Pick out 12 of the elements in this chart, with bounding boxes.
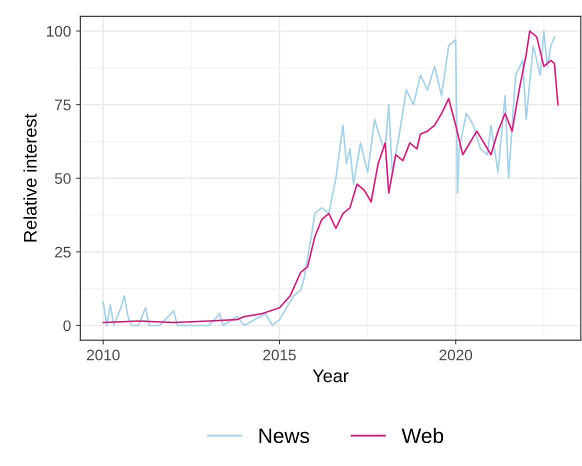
y-tick-label: 100 — [46, 26, 71, 37]
y-axis-title: Relative interest — [23, 114, 37, 242]
x-tick-label: 2010 — [87, 350, 120, 360]
legend-label: Web — [402, 428, 444, 444]
x-tick-label: 2020 — [439, 350, 472, 360]
y-tick-label: 50 — [54, 173, 71, 184]
x-axis-title: Year — [312, 370, 349, 382]
legend-label: News — [260, 428, 310, 444]
y-tick-label: 25 — [55, 246, 71, 258]
y-tick-label: 0 — [63, 320, 71, 332]
y-tick-label: 75 — [55, 100, 71, 110]
x-tick-label: 2015 — [263, 350, 296, 360]
